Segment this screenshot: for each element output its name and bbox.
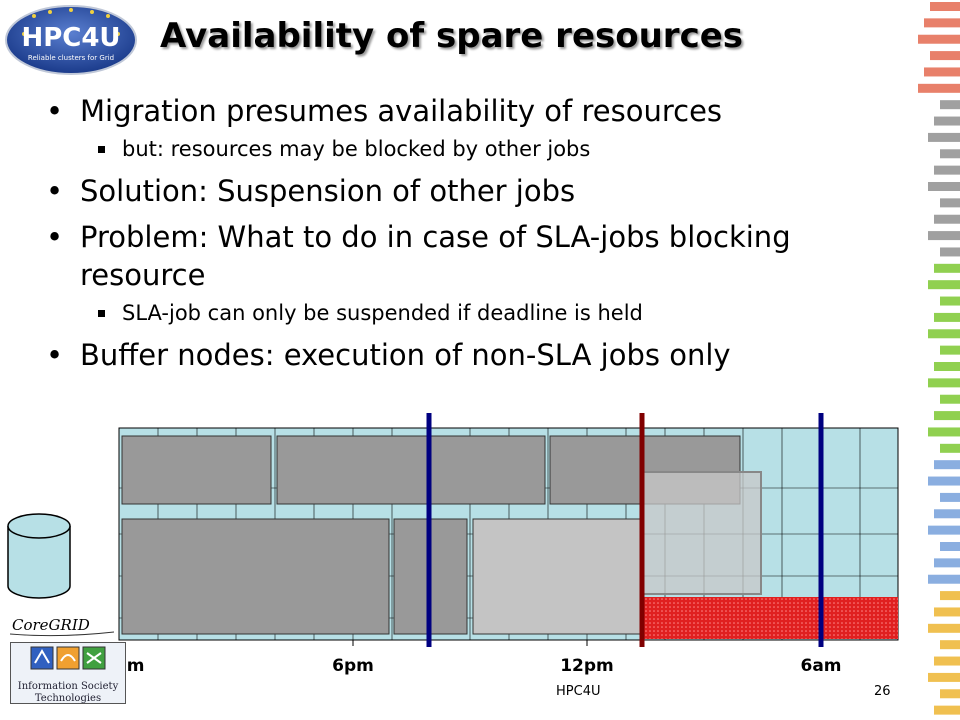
job-block <box>121 435 272 505</box>
bullet-list: Migration presumes availability of resou… <box>40 92 900 374</box>
tick-label: 6am <box>800 656 841 676</box>
decorative-stripe <box>928 525 960 535</box>
decorative-stripe <box>940 689 960 699</box>
decorative-stripe <box>934 656 960 666</box>
ist-logo: Information Society Technologies <box>10 642 126 704</box>
decorative-stripes <box>918 2 960 715</box>
tick-label: 12pm <box>560 656 614 676</box>
decorative-stripe <box>928 378 960 388</box>
decorative-stripe <box>928 231 960 241</box>
decorative-stripe <box>934 312 960 322</box>
decorative-stripe <box>930 2 960 11</box>
tick-label: 6pm <box>332 656 374 676</box>
decorative-stripe <box>928 280 960 290</box>
ist-line1: Information Society <box>17 681 119 692</box>
decorative-stripe <box>940 394 960 404</box>
decorative-stripe <box>940 492 960 502</box>
decorative-stripe <box>918 34 960 44</box>
decorative-stripe <box>940 247 960 257</box>
resource-timeline: 12am 6pm 12pm 6am <box>92 413 899 676</box>
decorative-stripe <box>934 263 960 273</box>
decorative-stripe <box>940 149 960 159</box>
ist-line2: Technologies <box>34 693 102 704</box>
bullet-item: Problem: What to do in case of SLA-jobs … <box>40 218 900 294</box>
ist-emblem-icon <box>30 646 106 670</box>
decorative-stripe <box>934 362 960 371</box>
bullet-item: Migration presumes availability of resou… <box>40 92 900 130</box>
decorative-stripe <box>940 296 960 306</box>
decorative-stripe <box>934 165 960 175</box>
decorative-stripe <box>934 460 960 470</box>
decorative-stripe <box>940 345 960 355</box>
decorative-stripe <box>940 100 960 110</box>
decorative-stripe <box>934 607 960 617</box>
sub-bullet-item: but: resources may be blocked by other j… <box>40 134 900 164</box>
decorative-stripe <box>928 182 960 191</box>
decorative-stripe <box>940 443 960 453</box>
decorative-stripe <box>928 623 960 633</box>
page-number: 26 <box>874 684 891 699</box>
job-block <box>121 518 390 635</box>
bullet-item: Solution: Suspension of other jobs <box>40 172 900 210</box>
decorative-stripe <box>918 83 960 93</box>
decorative-stripe <box>934 116 960 126</box>
slide-title: Availability of spare resources <box>160 16 744 56</box>
decorative-stripe <box>928 574 960 584</box>
decorative-stripe <box>934 214 960 224</box>
migrated-job-block <box>642 471 762 595</box>
coregrid-text: CoreGRID <box>12 616 90 634</box>
sub-bullet-item: SLA-job can only be suspended if deadlin… <box>40 298 900 328</box>
job-block <box>276 435 546 505</box>
decorative-stripe <box>934 411 960 421</box>
decorative-stripe <box>924 67 960 77</box>
decorative-stripe <box>928 672 960 682</box>
decorative-stripe <box>934 558 960 568</box>
decorative-stripe <box>940 640 960 650</box>
decorative-stripe <box>934 509 960 519</box>
logo-text: HPC4U <box>21 23 120 53</box>
bullet-item: Buffer nodes: execution of non-SLA jobs … <box>40 336 900 374</box>
decorative-stripe <box>930 51 960 61</box>
decorative-stripe <box>940 542 960 551</box>
decorative-stripe <box>940 591 960 601</box>
decorative-stripe <box>928 427 960 437</box>
buffer-nodes <box>643 597 898 639</box>
decorative-stripe <box>924 18 960 28</box>
coregrid-logo: CoreGRID <box>10 616 114 637</box>
decorative-stripe <box>940 198 960 208</box>
decorative-stripe <box>928 329 960 339</box>
hpc4u-logo: HPC4U Reliable clusters for Grid <box>5 5 137 75</box>
logo-tagline: Reliable clusters for Grid <box>28 54 114 62</box>
storage-cylinder-icon <box>7 513 71 599</box>
footer-text: HPC4U <box>556 684 601 699</box>
job-block-light <box>472 518 644 635</box>
decorative-stripe <box>934 705 960 715</box>
decorative-stripe <box>928 476 960 486</box>
decorative-stripe <box>928 132 960 142</box>
